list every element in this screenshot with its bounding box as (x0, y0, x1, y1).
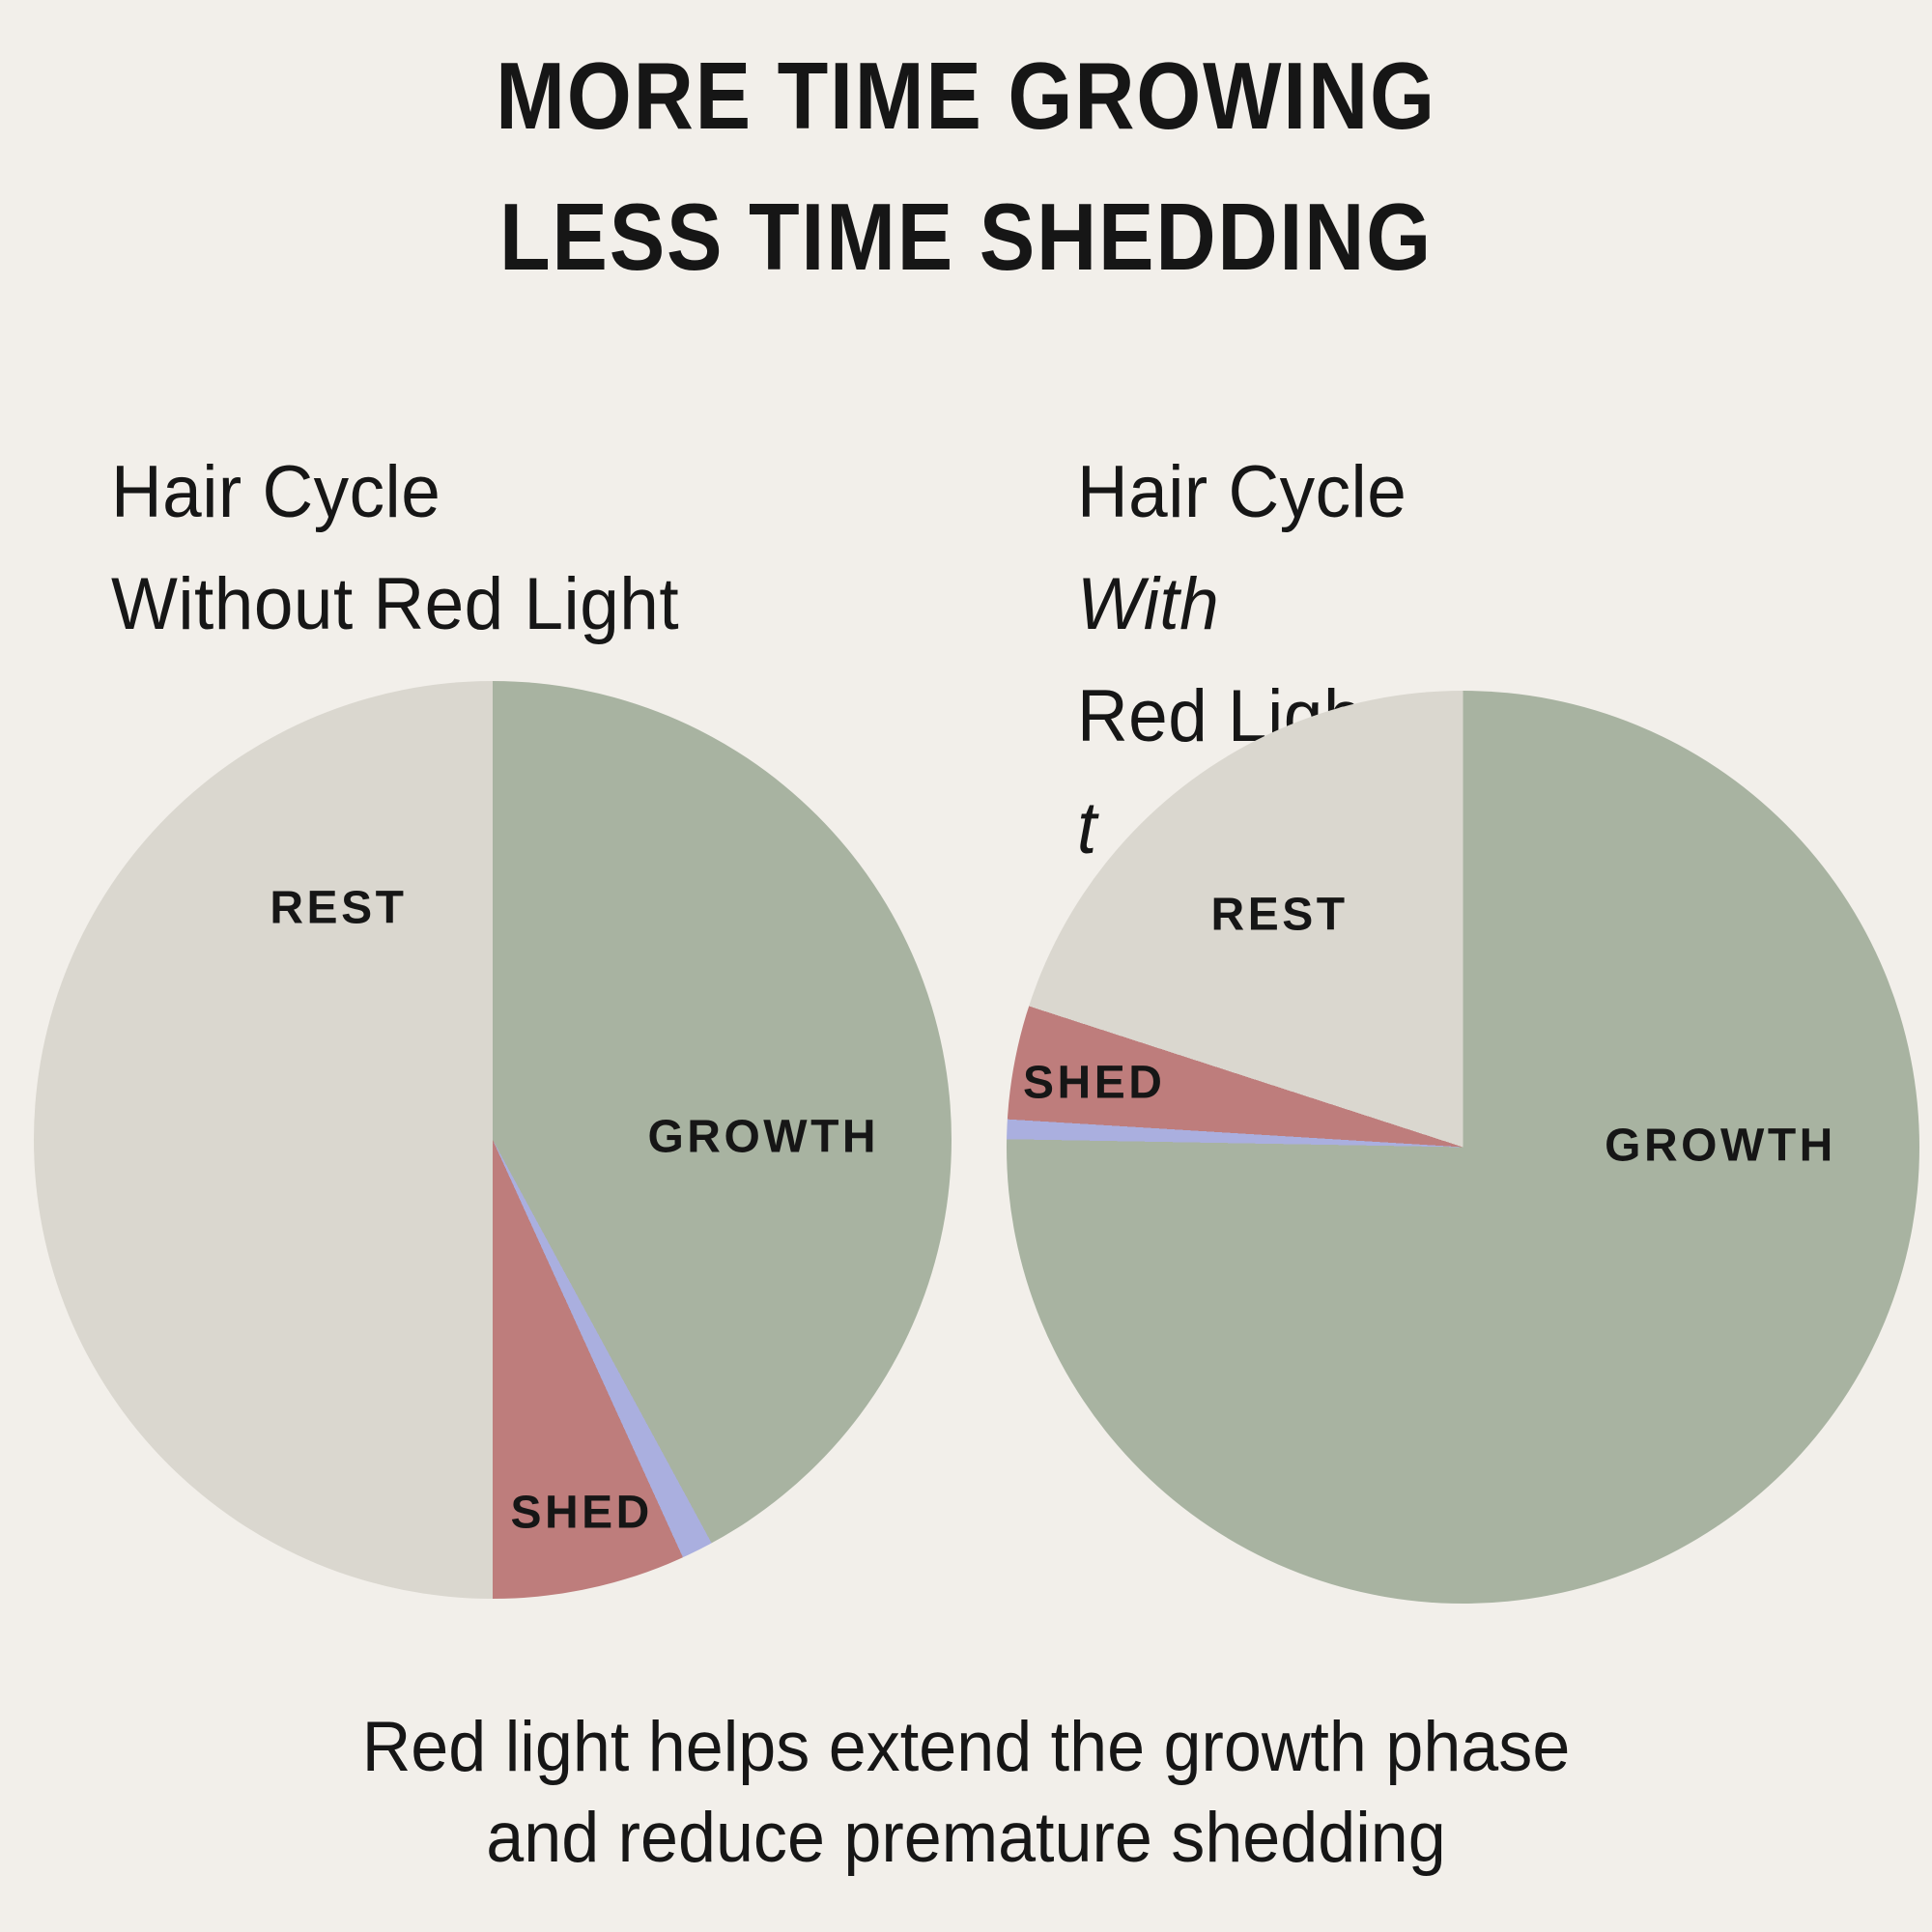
chart-heading-without-line-1: Hair Cycle (111, 451, 441, 533)
slice-label-rest: REST (270, 882, 408, 934)
chart-heading-with-line-1: Hair Cycle (1077, 451, 1407, 533)
slice-label-shed: SHED (510, 1487, 653, 1539)
page-title: MORE TIME GROWING LESS TIME SHEDDING (0, 25, 1932, 307)
heading-text-part-italic: t (1077, 787, 1097, 869)
slice-label-growth: GROWTH (1605, 1120, 1836, 1172)
pie-chart-with-red-light: REST GROWTH SHED (1007, 691, 1919, 1604)
pie-chart-without-red-light: REST GROWTH SHED (34, 681, 952, 1599)
footer-caption-line-2: and reduce premature shedding (486, 1799, 1446, 1877)
heading-text-part-italic: With (1077, 563, 1220, 645)
footer-caption-line-1: Red light helps extend the growth phase (361, 1708, 1571, 1786)
footer-caption: Red light helps extend the growth phase … (0, 1702, 1932, 1884)
page-title-line-2: LESS TIME SHEDDING (498, 184, 1434, 290)
page-title-line-1: MORE TIME GROWING (496, 43, 1436, 149)
slice-label-rest: REST (1210, 889, 1349, 941)
slice-label-shed: SHED (1023, 1057, 1166, 1109)
heading-text-part: Without Red Light (111, 563, 680, 645)
chart-heading-without-red-light: Hair Cycle Without Red Light (111, 437, 679, 661)
chart-heading-without-line-2: Without Red Light (111, 549, 679, 661)
slice-label-growth: GROWTH (647, 1111, 880, 1163)
